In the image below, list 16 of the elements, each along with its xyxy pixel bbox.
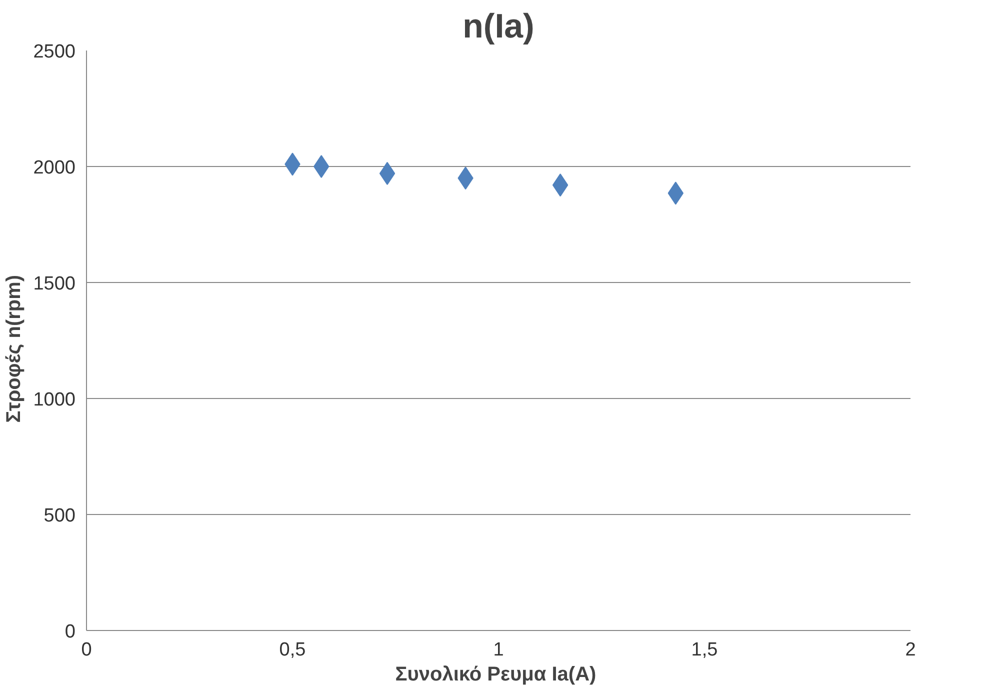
y-tick-label: 0 <box>64 622 76 642</box>
y-tick-label: 1500 <box>33 274 76 294</box>
y-tick-label: 1000 <box>33 390 76 410</box>
x-tick-label: 1 <box>493 640 504 660</box>
x-tick-label: 0,5 <box>279 640 306 660</box>
x-tick-label: 0 <box>81 640 92 660</box>
x-axis-title: Συνολικό Ρευμα Ia(A) <box>395 664 596 686</box>
x-tick-label: 1,5 <box>691 640 718 660</box>
y-tick-label: 2500 <box>33 42 76 62</box>
x-tick-label: 2 <box>905 640 916 660</box>
chart-title: n(Ia) <box>462 8 534 46</box>
point <box>552 174 568 197</box>
y-axis-title: Στροφές n(rpm) <box>3 274 26 423</box>
y-tick-label: 500 <box>44 506 76 526</box>
y-tick-label: 2000 <box>33 158 76 178</box>
point <box>379 162 396 185</box>
